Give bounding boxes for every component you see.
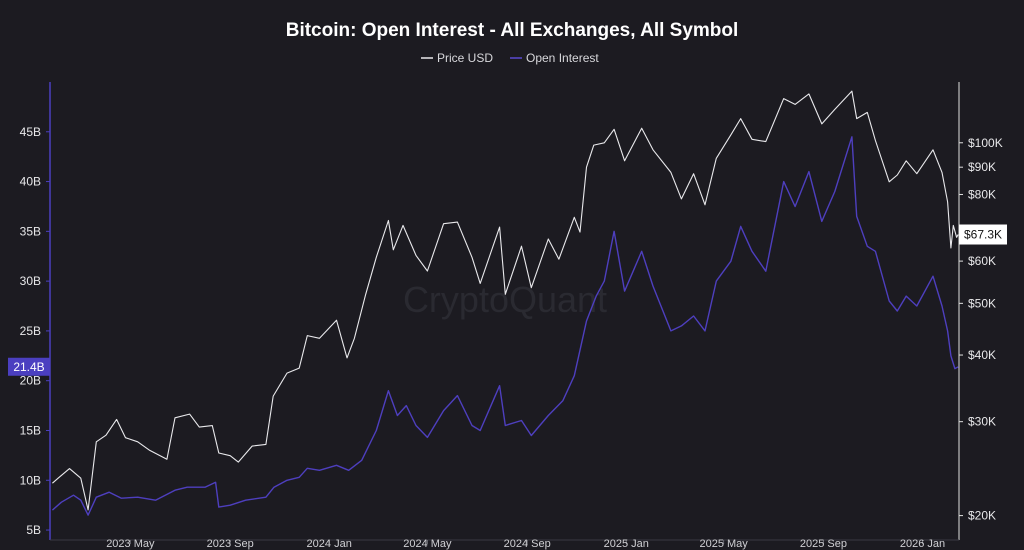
x-tick-label: 2025 May [699,538,748,550]
right-tick-label: $20K [968,509,996,523]
right-tick-label: $90K [968,160,996,174]
right-tick-label: $30K [968,415,996,429]
left-tick-label: 30B [20,274,41,288]
right-tick-label: $40K [968,348,996,362]
left-tick-label: 10B [20,473,41,487]
x-tick-label: 2024 Jan [307,538,352,550]
left-tick-label: 25B [20,324,41,338]
left-tick-label: 15B [20,423,41,437]
right-axis-ticks: $20K $30K $40K $50K $60K $80K $90K $100K [959,136,1003,523]
left-tick-label: 5B [26,523,41,537]
right-tick-label: $100K [968,136,1003,150]
left-axis-ticks: 5B 10B 15B 20B 25B 30B 35B 40B 45B [20,125,50,537]
left-tick-label: 40B [20,175,41,189]
x-tick-label: 2023 Sep [207,538,254,550]
series-line-open-interest [51,136,959,516]
x-tick-label: 2024 Sep [504,538,551,550]
right-tick-label: $60K [968,254,996,268]
x-tick-label: 2025 Jan [604,538,649,550]
oi-badge-value: 21.4B [13,360,44,374]
price-badge-value: $67.3K [964,228,1002,242]
legend-price-label[interactable]: Price USD [437,51,493,65]
x-tick-label: 2026 Jan [900,538,945,550]
x-tick-label: 2025 Sep [800,538,847,550]
x-axis-ticks: 2023 May 2023 Sep 2024 Jan 2024 May 2024 Sep… [106,538,945,550]
x-tick-label: 2023 May [106,538,155,550]
series-line-price-usd [52,90,959,511]
left-tick-label: 35B [20,224,41,238]
legend[interactable]: Price USD Open Interest [421,51,599,65]
left-tick-label: 45B [20,125,41,139]
price-current-badge: $67.3K [959,224,1007,245]
price-badge-box [959,224,1007,245]
x-tick-label: 2024 May [403,538,452,550]
right-tick-label: $80K [968,187,996,201]
right-tick-label: $50K [968,296,996,310]
oi-badge-box [8,357,50,376]
left-tick-label: 20B [20,374,41,388]
chart-title: Bitcoin: Open Interest - All Exchanges, … [286,20,739,41]
legend-oi-label[interactable]: Open Interest [526,51,599,65]
oi-current-badge: 21.4B [8,357,50,376]
